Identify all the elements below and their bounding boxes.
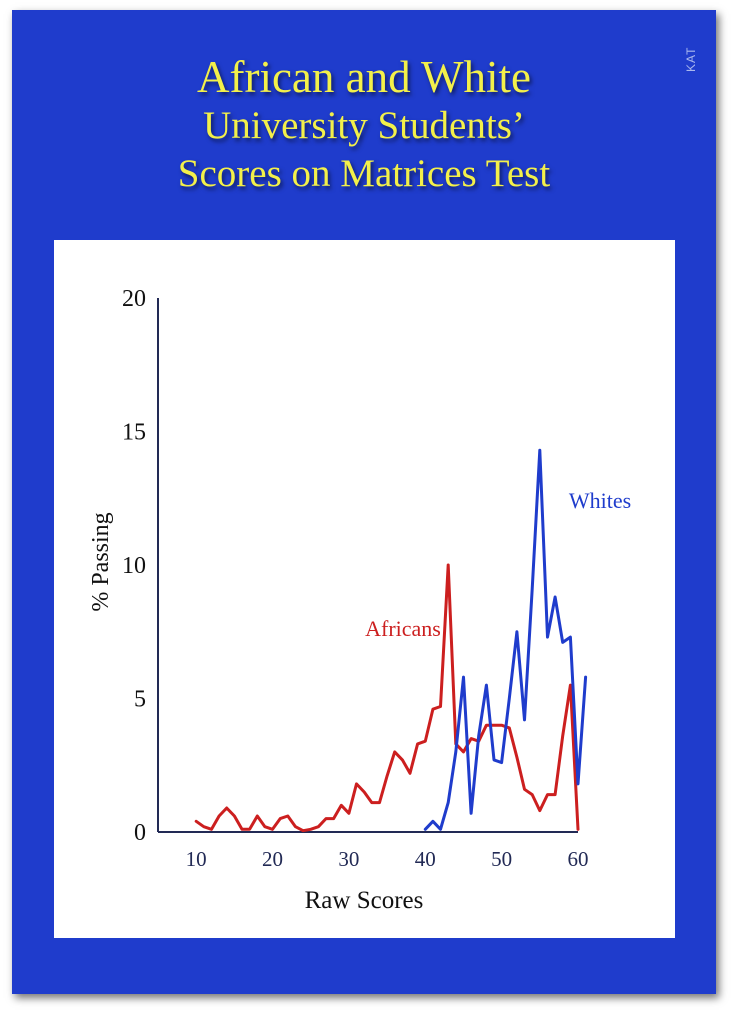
- x-tick-label: 20: [262, 847, 283, 871]
- y-tick-label: 20: [122, 286, 146, 312]
- x-tick-label: 40: [415, 847, 436, 871]
- y-axis-label: % Passing: [88, 512, 114, 611]
- y-tick-label: 15: [122, 420, 146, 446]
- slide-title: African and White University Students’ S…: [12, 52, 716, 198]
- y-tick-label: 0: [134, 820, 146, 846]
- score-distribution-chart: % Passing Raw Scores Africans Whites 0 5 1…: [88, 286, 631, 914]
- title-line-1: African and White: [196, 52, 532, 102]
- title-line-2: University Students’: [203, 104, 525, 147]
- x-tick-label: 10: [186, 847, 207, 871]
- y-tick-label: 5: [134, 687, 146, 713]
- series-label-africans: Africans: [365, 616, 441, 641]
- title-line-3: Scores on Matrices Test: [177, 152, 551, 195]
- x-tick-label: 60: [568, 847, 589, 871]
- chart-panel: % Passing Raw Scores Africans Whites 0 5 1…: [54, 240, 675, 938]
- series-label-whites: Whites: [569, 488, 631, 513]
- series-line-africans: [194, 563, 580, 833]
- x-tick-label: 50: [491, 847, 512, 871]
- series-line-whites: [423, 448, 588, 831]
- watermark: KAT: [684, 46, 698, 72]
- slide-background: African and White University Students’ S…: [12, 10, 716, 994]
- x-axis-label: Raw Scores: [305, 887, 424, 914]
- x-tick-label: 30: [338, 847, 359, 871]
- y-tick-label: 10: [122, 553, 146, 579]
